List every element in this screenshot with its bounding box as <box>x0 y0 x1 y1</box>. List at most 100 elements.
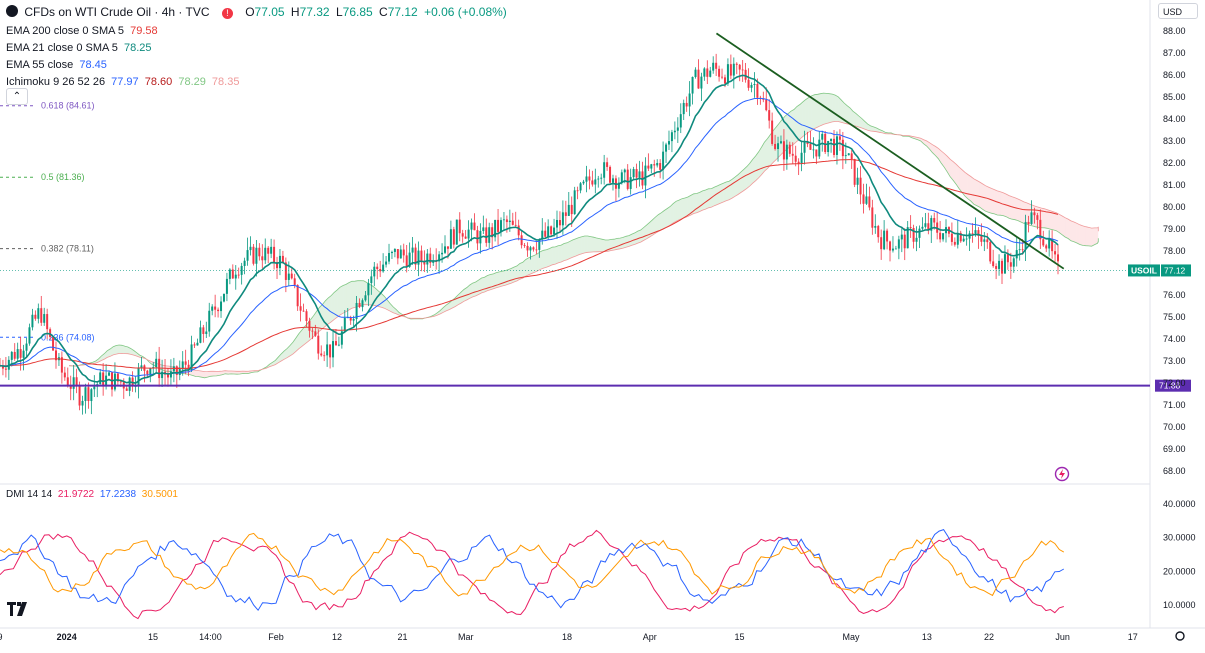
ichimoku-cloud-segment <box>597 238 600 252</box>
candle-body <box>860 178 862 195</box>
tradingview-logo-icon[interactable] <box>7 602 31 620</box>
candle-body <box>892 249 894 251</box>
indicator-ema21[interactable]: EMA 21 close 0 SMA 5 78.25 <box>6 42 154 54</box>
candle-body <box>842 140 844 156</box>
candle-body <box>270 247 272 254</box>
flash-bolt-icon <box>1059 469 1065 479</box>
ichimoku-cloud-segment <box>337 287 340 317</box>
ichimoku-cloud-segment <box>1077 223 1080 244</box>
candle-body <box>659 163 661 170</box>
candle-body <box>403 250 405 256</box>
ichimoku-cloud-segment <box>470 283 473 298</box>
candle-body <box>585 176 587 181</box>
ichimoku-cloud-segment <box>213 371 216 376</box>
ichimoku-cloud-segment <box>1095 228 1098 245</box>
collapse-legend-button[interactable]: ⌃ <box>6 88 28 105</box>
candle-body <box>851 153 853 159</box>
candle-body <box>1048 239 1050 249</box>
ichimoku-cloud-segment <box>325 298 328 326</box>
candle-body <box>359 303 361 307</box>
candle-body <box>252 247 254 264</box>
dmi-legend[interactable]: DMI 14 14 21.9722 17.2238 30.5001 <box>6 489 181 500</box>
ichimoku-cloud-segment <box>829 94 832 123</box>
candle-body <box>771 121 773 144</box>
candle-body <box>1036 215 1038 220</box>
ichimoku-cloud-segment <box>626 236 629 248</box>
candle-body <box>889 241 891 250</box>
candle-body <box>1001 261 1003 274</box>
ichimoku-cloud-segment <box>635 231 638 244</box>
price-tick-label: 86.00 <box>1163 70 1186 80</box>
candle-body <box>300 306 302 310</box>
indicator-ema55[interactable]: EMA 55 close 78.45 <box>6 59 110 71</box>
ichimoku-cloud-segment <box>809 96 812 132</box>
ichimoku-cloud-segment <box>685 197 688 218</box>
candle-body <box>453 229 455 244</box>
candle-body <box>733 64 735 76</box>
candle-body <box>795 156 797 162</box>
candle-body <box>715 63 717 69</box>
candle-body <box>871 207 873 227</box>
ichimoku-cloud-segment <box>561 244 564 263</box>
candle-body <box>680 114 682 127</box>
price-tick-label: 79.00 <box>1163 224 1186 234</box>
ichimoku-cloud-segment <box>741 169 744 192</box>
price-tick-label: 83.00 <box>1163 136 1186 146</box>
candle-body <box>697 70 699 89</box>
candle-body <box>580 183 582 190</box>
ichimoku-cloud-segment <box>806 98 809 135</box>
candle-body <box>500 220 502 232</box>
ichimoku-cloud-segment <box>346 283 349 312</box>
time-tick-label: Mar <box>458 632 474 642</box>
candle-body <box>138 367 140 386</box>
time-tick-label: 9 <box>0 632 3 642</box>
candle-body <box>353 319 355 321</box>
candle-body <box>974 230 976 233</box>
ichimoku-cloud-segment <box>664 208 667 228</box>
ichimoku-cloud-segment <box>835 95 838 121</box>
ichimoku-cloud-segment <box>482 277 485 293</box>
ichimoku-cloud-segment <box>614 238 617 250</box>
candle-body <box>588 176 590 180</box>
candle-body <box>28 327 30 343</box>
symbol-title[interactable]: CFDs on WTI Crude Oil · 4h · TVC <box>24 5 209 19</box>
ichimoku-cloud-segment <box>738 172 741 195</box>
indicator-ichimoku[interactable]: Ichimoku 9 26 52 26 77.97 78.60 78.29 78… <box>6 76 242 88</box>
candle-body <box>329 344 331 357</box>
candle-body <box>532 247 534 249</box>
ichimoku-cloud-segment <box>673 201 676 223</box>
candle-body <box>303 311 305 312</box>
ichimoku-cloud-segment <box>747 163 750 188</box>
candle-body <box>67 377 69 385</box>
candle-body <box>624 170 626 173</box>
candle-body <box>20 349 22 358</box>
ichimoku-cloud-segment <box>794 107 797 144</box>
candle-body <box>1057 254 1059 261</box>
time-tick-label: 12 <box>332 632 342 642</box>
candle-body <box>229 269 231 278</box>
candle-body <box>972 233 974 234</box>
ichimoku-cloud-segment <box>343 284 346 313</box>
ohlc-l-label: L <box>336 5 343 19</box>
settings-gear-icon[interactable] <box>1176 632 1184 640</box>
indicator-label: Ichimoku 9 26 52 26 <box>6 76 105 88</box>
currency-selector[interactable]: USD <box>1158 3 1198 19</box>
indicator-ema200[interactable]: EMA 200 close 0 SMA 5 79.58 <box>6 25 161 37</box>
candle-body <box>450 229 452 249</box>
ohlc-o-label: O <box>245 5 254 19</box>
time-tick-label: 21 <box>397 632 407 642</box>
price-tick-label: 71.00 <box>1163 400 1186 410</box>
candle-body <box>550 226 552 234</box>
price-tick-label: 75.00 <box>1163 312 1186 322</box>
candle-body <box>314 331 316 335</box>
candle-body <box>214 307 216 310</box>
candle-body <box>509 221 511 222</box>
ichimoku-cloud-segment <box>706 189 709 209</box>
ichimoku-cloud-segment <box>535 254 538 273</box>
candle-body <box>910 227 912 228</box>
candle-body <box>194 344 196 345</box>
candle-body <box>957 233 959 245</box>
candle-body <box>291 274 293 279</box>
